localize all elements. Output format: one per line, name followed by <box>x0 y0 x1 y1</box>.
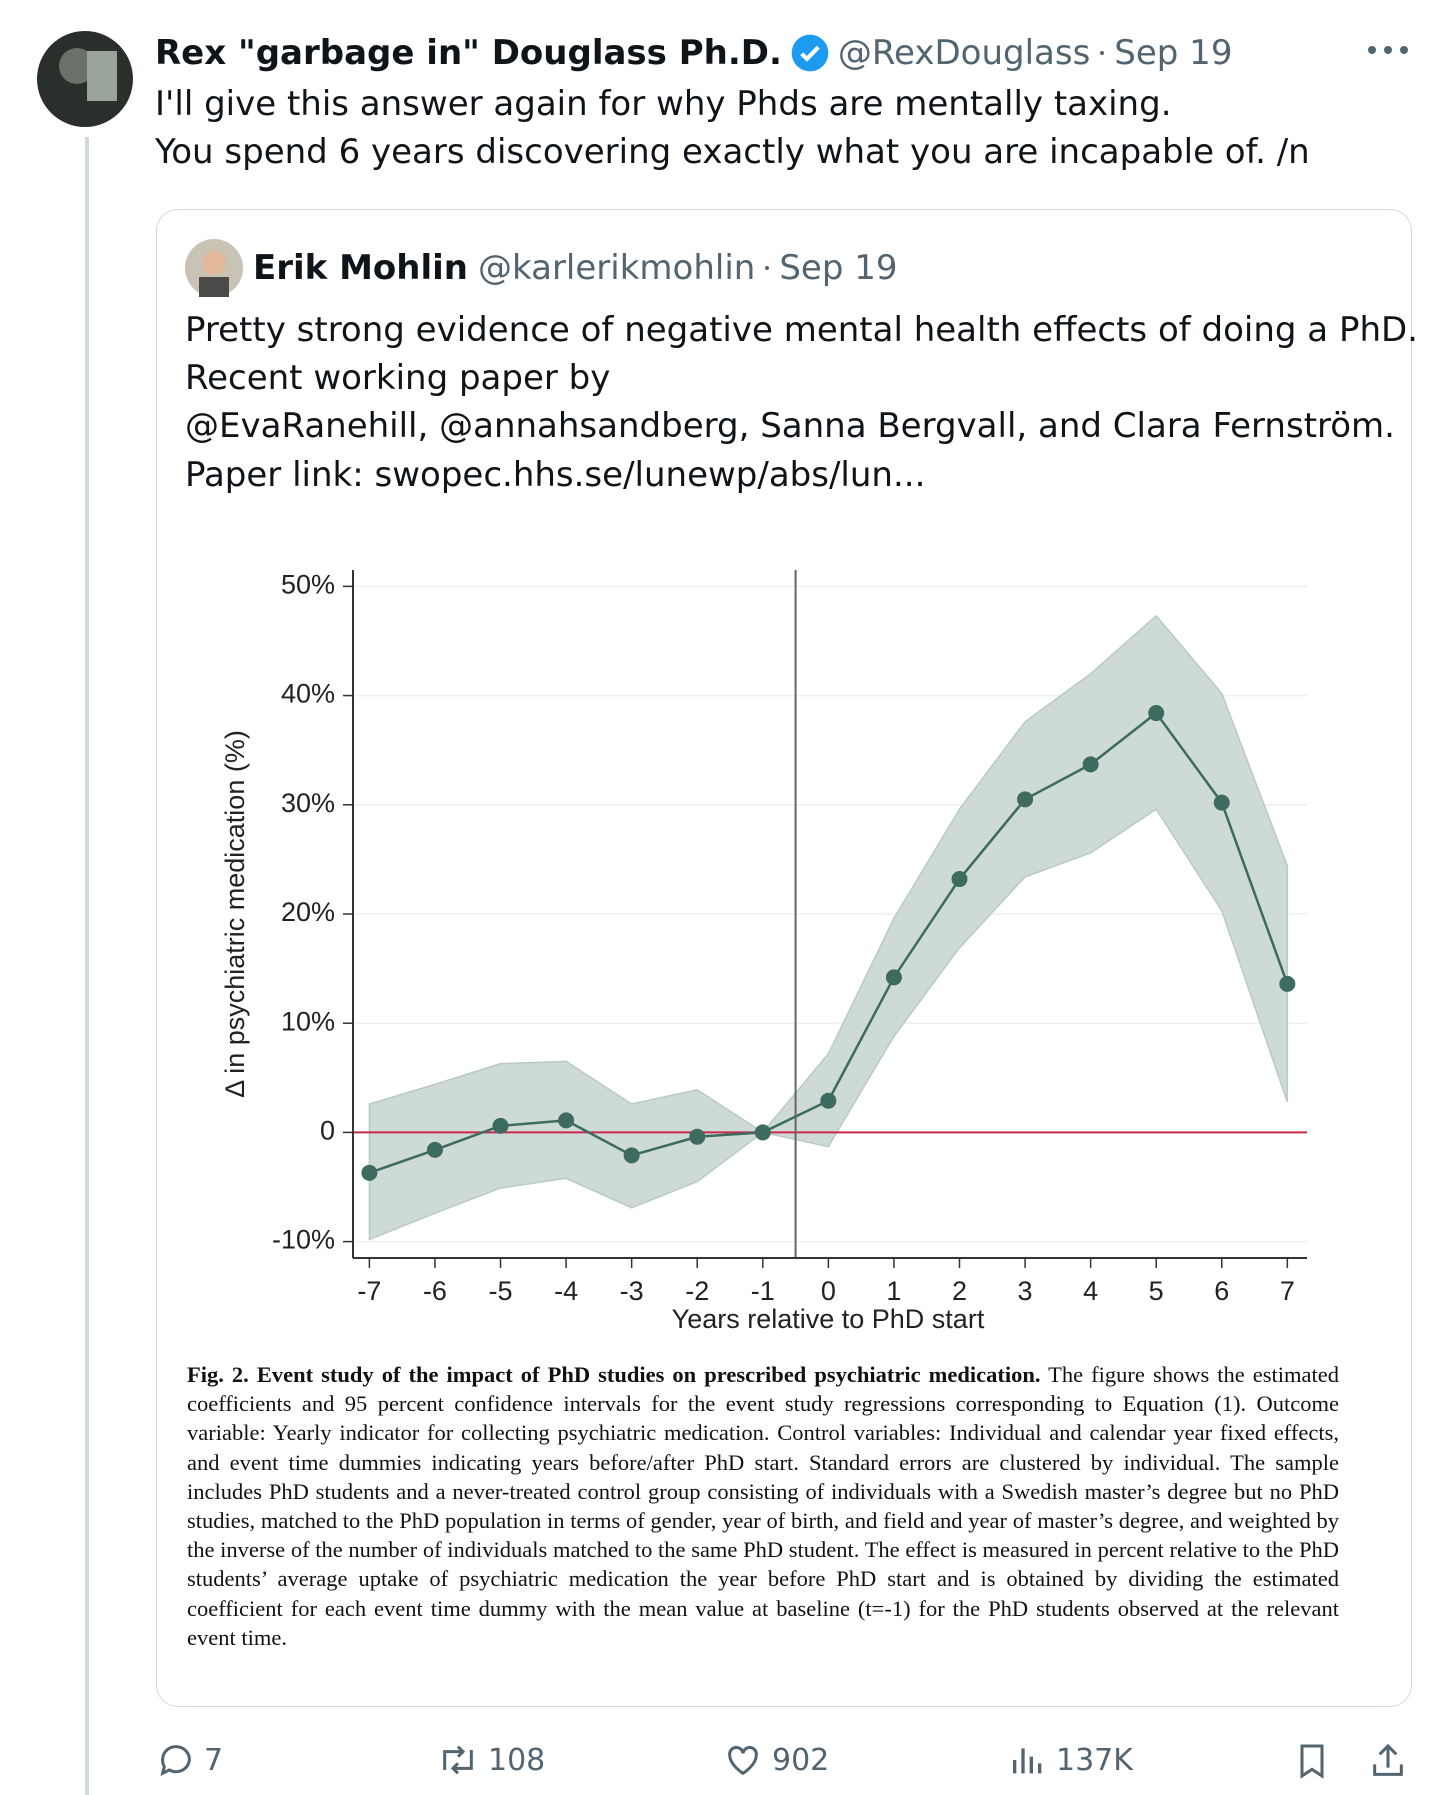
quote-author-name: Erik Mohlin <box>253 248 469 288</box>
like-count: 902 <box>772 1742 830 1778</box>
point <box>885 969 902 986</box>
quote-author-handle: @karlerikmohlin <box>478 248 756 288</box>
x-axis-label: Years relative to PhD start <box>672 1304 985 1334</box>
author-name[interactable]: Rex "garbage in" Douglass Ph.D. <box>155 33 782 73</box>
reply-count: 7 <box>204 1742 224 1778</box>
point <box>361 1164 378 1181</box>
avatar[interactable] <box>37 31 133 127</box>
point <box>1017 791 1034 808</box>
y-tick-label: -10% <box>272 1225 335 1255</box>
point <box>1279 975 1296 992</box>
y-tick-label: 50% <box>281 570 335 600</box>
x-tick-label: 7 <box>1280 1276 1295 1306</box>
x-tick-label: 3 <box>1018 1276 1033 1306</box>
tweet-date[interactable]: Sep 19 <box>1114 33 1233 73</box>
point <box>623 1147 640 1164</box>
x-tick-label: -7 <box>357 1276 381 1306</box>
quote-text: Paper link: swopec.hhs.se/lunewp/abs/lun… <box>185 455 926 495</box>
header: Rex "garbage in" Douglass Ph.D. @RexDoug… <box>155 30 1232 76</box>
y-tick-label: 20% <box>281 897 335 927</box>
y-axis-label: Δ in psychiatric medication (%) <box>220 730 250 1098</box>
quote-avatar[interactable] <box>185 239 243 297</box>
point <box>689 1128 706 1145</box>
x-tick-label: -5 <box>489 1276 513 1306</box>
x-tick-label: -2 <box>685 1276 709 1306</box>
x-tick-label: 6 <box>1214 1276 1229 1306</box>
quote-header: Erik Mohlin @karlerikmohlin Sep 19 <box>253 246 897 290</box>
y-tick-label: 0 <box>320 1116 335 1146</box>
author-handle[interactable]: @RexDouglass <box>837 33 1091 73</box>
quote-text: @EvaRanehill, @annahsandberg, Sanna Berg… <box>185 406 1395 446</box>
like-button[interactable]: 902 <box>722 1740 829 1780</box>
x-tick-label: 5 <box>1149 1276 1164 1306</box>
reply-button[interactable]: 7 <box>156 1740 223 1780</box>
separator <box>1100 51 1105 55</box>
quote-date: Sep 19 <box>779 248 898 288</box>
separator <box>765 266 770 270</box>
point <box>820 1092 837 1109</box>
caption-text: The figure shows the estimated coefficie… <box>187 1362 1339 1650</box>
y-tick-label: 30% <box>281 788 335 818</box>
x-tick-label: -1 <box>751 1276 775 1306</box>
figure-caption: Fig. 2. Event study of the impact of PhD… <box>187 1360 1339 1652</box>
x-tick-label: 1 <box>886 1276 901 1306</box>
point <box>754 1124 771 1141</box>
x-tick-label: 4 <box>1083 1276 1098 1306</box>
point <box>426 1141 443 1158</box>
point <box>1213 794 1230 811</box>
y-tick-label: 40% <box>281 679 335 709</box>
tweet-text: You spend 6 years discovering exactly wh… <box>155 132 1310 172</box>
share-button[interactable] <box>1368 1740 1408 1782</box>
point <box>951 871 968 888</box>
chart: -10% 0 10% 20% 30% 40% 50% -7 -6 -5 -4 -3 -2 -1 0 1 2 3 4 5… <box>220 569 1307 1335</box>
point <box>1148 705 1165 722</box>
bookmark-button[interactable] <box>1292 1740 1332 1782</box>
point <box>492 1117 509 1134</box>
x-tick-label: -3 <box>620 1276 644 1306</box>
repost-button[interactable]: 108 <box>436 1740 545 1780</box>
x-tick-label: 2 <box>952 1276 967 1306</box>
quote-text: Recent working paper by <box>185 358 611 398</box>
thread-line <box>85 137 89 1795</box>
x-tick-label: -4 <box>554 1276 578 1306</box>
x-tick-label: -6 <box>423 1276 447 1306</box>
caption-title: Fig. 2. Event study of the impact of PhD… <box>187 1362 1041 1387</box>
view-count: 137K <box>1056 1742 1133 1778</box>
quote-card[interactable] <box>156 209 1412 1707</box>
quote-text: Pretty strong evidence of negative menta… <box>185 310 1418 350</box>
confidence-band <box>368 614 1289 1241</box>
y-tick-label: 10% <box>281 1006 335 1036</box>
tweet-text: I'll give this answer again for why Phds… <box>155 84 1172 124</box>
more-button[interactable] <box>1366 44 1410 56</box>
repost-count: 108 <box>488 1742 546 1778</box>
point <box>558 1112 575 1129</box>
x-tick-label: 0 <box>821 1276 836 1306</box>
point <box>1082 756 1099 773</box>
verified-badge <box>791 34 829 72</box>
views-button[interactable]: 137K <box>1008 1740 1133 1780</box>
